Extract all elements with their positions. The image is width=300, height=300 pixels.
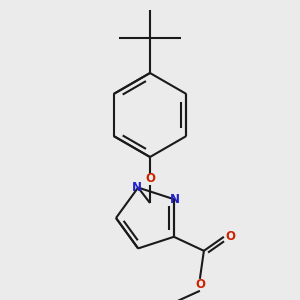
Text: O: O — [195, 278, 205, 291]
Text: N: N — [170, 193, 180, 206]
Text: O: O — [145, 172, 155, 185]
Text: N: N — [132, 181, 142, 194]
Text: O: O — [225, 230, 235, 243]
